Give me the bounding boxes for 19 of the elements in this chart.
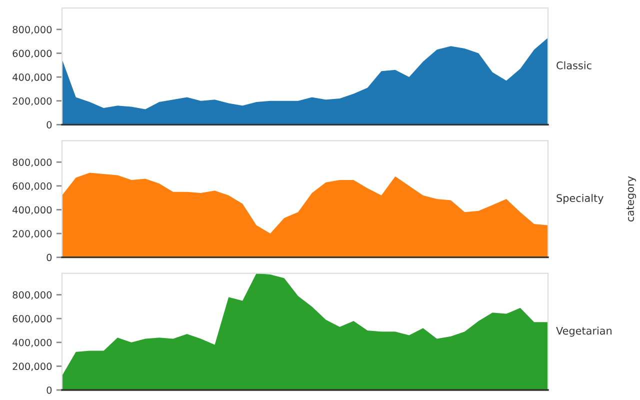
y-tick-label: 800,000 (12, 26, 52, 34)
y-tick-label: 400,000 (12, 338, 52, 348)
y-tick-label: 600,000 (12, 315, 52, 324)
y-tick-label: 200,000 (12, 97, 52, 106)
series-label: Vegetarian (556, 326, 612, 337)
y-tick-label: 800,000 (12, 158, 52, 167)
y-tick-label: 200,000 (12, 362, 52, 372)
text: Specialty (556, 194, 604, 204)
y-tick-label: 0 (46, 121, 52, 128)
y-tick-label: 0 (46, 386, 52, 394)
y-tick-label: 800,000 (12, 291, 52, 300)
y-tick-label: 400,000 (12, 74, 52, 82)
y-tick-label: 200,000 (12, 230, 52, 238)
y-tick-label: 0 (46, 254, 52, 262)
y-tick-label: 600,000 (12, 182, 52, 191)
series-label: Classic (556, 61, 592, 70)
text: category (626, 176, 636, 222)
y-tick-label: 600,000 (12, 50, 52, 58)
y-tick-label: 400,000 (12, 206, 52, 215)
